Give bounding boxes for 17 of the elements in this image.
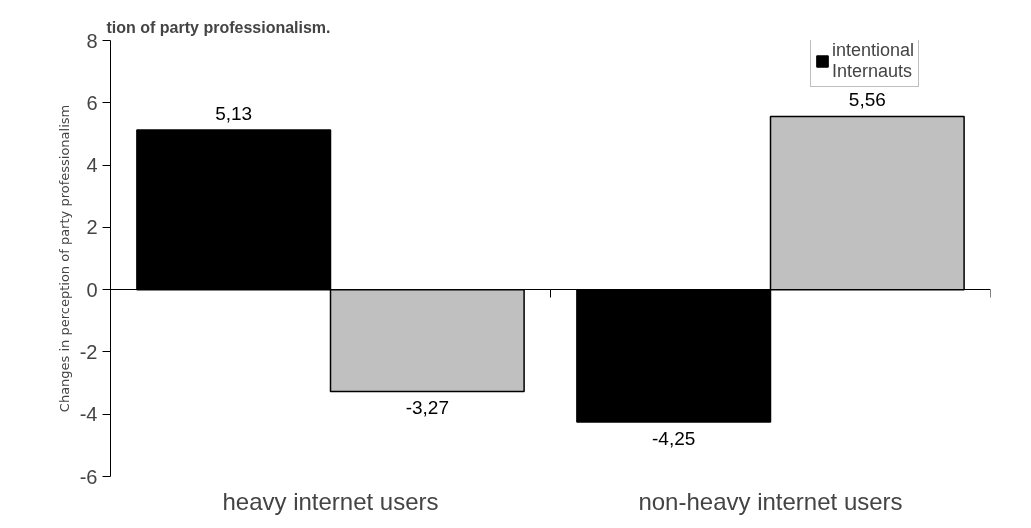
y-tick-label: 0 — [86, 278, 98, 301]
data-label: 5,56 — [848, 89, 886, 111]
x-tick-label: non-heavy internet users — [638, 487, 903, 515]
data-label: -4,25 — [652, 428, 696, 449]
y-axis-title: Changes in perception of party professionalism — [56, 104, 72, 413]
data-label: -3,27 — [405, 397, 449, 419]
y-tick-label: -4 — [79, 403, 98, 426]
y-tick-label: -2 — [79, 340, 98, 363]
legend-label: intentional Internauts — [832, 40, 915, 82]
chart-title: tion of party professionalism. — [106, 18, 331, 36]
y-tick-label: -6 — [79, 465, 98, 488]
y-tick-label: 2 — [86, 216, 98, 239]
x-tick-label: heavy internet users — [222, 487, 439, 515]
y-tick-label: 4 — [86, 154, 98, 177]
y-tick-label: 6 — [86, 91, 98, 114]
data-label: 5,13 — [215, 102, 253, 124]
y-tick-label: 8 — [86, 29, 98, 52]
